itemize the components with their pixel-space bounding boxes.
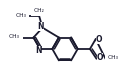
Text: CH₃: CH₃	[108, 55, 119, 60]
Text: CH₃: CH₃	[15, 13, 26, 18]
Text: CH₃: CH₃	[9, 34, 20, 39]
Text: O: O	[96, 35, 102, 44]
Text: O: O	[96, 53, 103, 62]
Text: N: N	[35, 46, 41, 55]
Text: N: N	[37, 22, 44, 31]
Text: CH₂: CH₂	[34, 8, 45, 13]
